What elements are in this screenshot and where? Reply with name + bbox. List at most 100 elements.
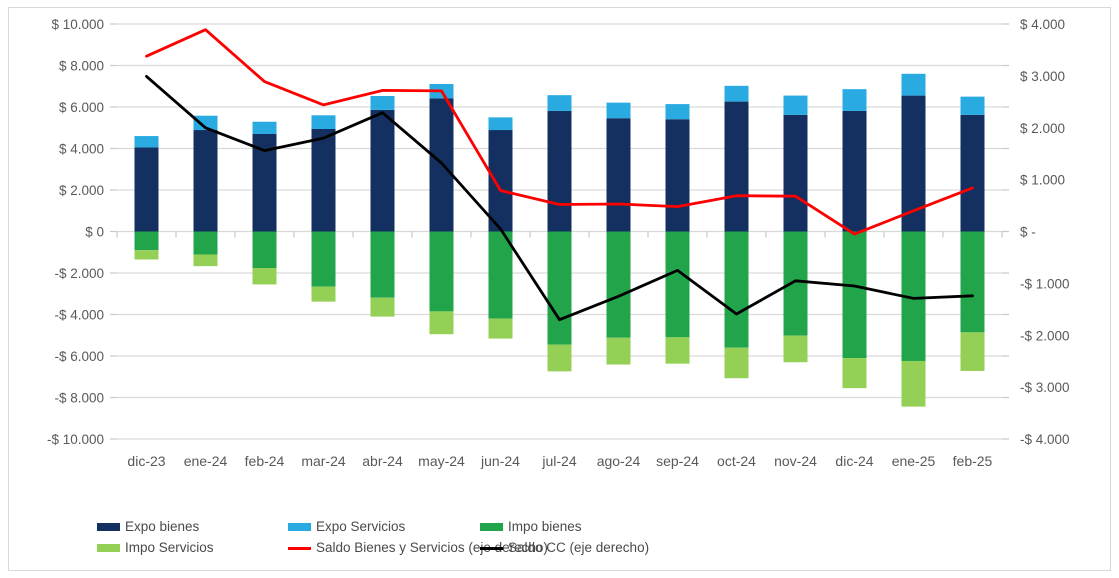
legend-label-impo-servicios: Impo Servicios xyxy=(125,540,214,555)
bar-segment-expo-bienes xyxy=(311,128,336,232)
bar-segment-expo-bienes xyxy=(842,110,867,232)
line-series-saldo-cc-eje-derecho xyxy=(145,75,974,322)
legend-label-expo-bienes: Expo bienes xyxy=(125,519,200,534)
bar-segment-impo-bienes xyxy=(783,231,808,336)
bar-segment-impo-bienes xyxy=(547,231,572,345)
bar-segment-expo-servicios xyxy=(193,115,218,131)
bar-segment-expo-bienes xyxy=(606,118,631,232)
bar-segment-impo-servicios xyxy=(193,254,218,267)
bar-segment-expo-servicios xyxy=(665,104,690,120)
bar-segment-expo-servicios xyxy=(547,95,572,111)
bar-segment-impo-servicios xyxy=(960,332,985,371)
bar-segment-expo-servicios xyxy=(960,96,985,115)
bar-segment-impo-servicios xyxy=(724,347,749,379)
legend-swatch-impo-bienes xyxy=(480,523,503,531)
bar-segment-impo-servicios xyxy=(842,358,867,389)
bar-segment-expo-servicios xyxy=(252,121,277,134)
right-axis-label: $ 2.000 xyxy=(1020,121,1065,136)
bar-segment-impo-servicios xyxy=(488,318,513,339)
bar-segment-expo-servicios xyxy=(842,89,867,111)
legend-item-impo-servicios: Impo Servicios xyxy=(97,541,214,555)
left-axis-label: $ 6.000 xyxy=(59,100,104,115)
x-axis-label-dic-23: dic-23 xyxy=(127,453,165,469)
bar-segment-expo-bienes xyxy=(783,114,808,232)
bar-segment-impo-servicios xyxy=(311,286,336,302)
x-axis-label-ene-25: ene-25 xyxy=(892,453,936,469)
x-axis-label-nov-24: nov-24 xyxy=(774,453,817,469)
x-axis-label-may-24: may-24 xyxy=(418,453,465,469)
bar-segment-expo-servicios xyxy=(901,73,926,96)
legend-label-saldo-bienes-servicios: Saldo Bienes y Servicios (eje derecho) xyxy=(316,540,548,555)
bar-segment-expo-servicios xyxy=(783,95,808,115)
bar-segment-expo-servicios xyxy=(134,136,159,148)
bar-segment-expo-servicios xyxy=(606,102,631,119)
bar-segment-impo-bienes xyxy=(488,231,513,319)
bar-segment-impo-bienes xyxy=(193,231,218,255)
bar-segment-impo-servicios xyxy=(370,297,395,317)
bar-segment-impo-bienes xyxy=(429,231,454,312)
legend-item-impo-bienes: Impo bienes xyxy=(480,520,582,534)
x-axis-label-jun-24: jun-24 xyxy=(480,453,520,469)
x-axis-label-ene-24: ene-24 xyxy=(184,453,228,469)
bar-segment-impo-bienes xyxy=(252,231,277,269)
x-axis-label-feb-24: feb-24 xyxy=(245,453,285,469)
right-axis-label: -$ 3.000 xyxy=(1020,380,1070,395)
legend-label-expo-servicios: Expo Servicios xyxy=(316,519,406,534)
bar-segment-impo-servicios xyxy=(783,335,808,363)
bar-segment-expo-bienes xyxy=(488,130,513,232)
x-axis-label-sep-24: sep-24 xyxy=(656,453,699,469)
right-axis-label: -$ 2.000 xyxy=(1020,328,1070,343)
bar-segment-impo-servicios xyxy=(665,337,690,364)
legend-item-expo-bienes: Expo bienes xyxy=(97,520,199,534)
left-axis-label: -$ 6.000 xyxy=(54,349,104,364)
legend-label-impo-bienes: Impo bienes xyxy=(508,519,582,534)
right-axis-label: $ 1.000 xyxy=(1020,173,1065,188)
bar-segment-impo-bienes xyxy=(960,231,985,333)
legend-line-marker-saldo-bienes-servicios xyxy=(288,546,311,550)
line-series-saldo-bienes-y-servicios-eje-derecho xyxy=(145,28,974,236)
bar-segment-impo-bienes xyxy=(311,231,336,287)
left-axis-label: -$ 2.000 xyxy=(54,266,104,281)
bar-segment-expo-bienes xyxy=(370,109,395,232)
bar-segment-expo-servicios xyxy=(311,115,336,129)
bar-segment-impo-servicios xyxy=(547,344,572,372)
x-axis-label-oct-24: oct-24 xyxy=(717,453,756,469)
right-axis-label: $ 4.000 xyxy=(1020,17,1065,32)
right-axis-label: -$ 1.000 xyxy=(1020,276,1070,291)
bar-segment-impo-bienes xyxy=(370,231,395,298)
legend-swatch-expo-bienes xyxy=(97,523,120,531)
left-axis-label: $ 2.000 xyxy=(59,183,104,198)
bar-segment-impo-servicios xyxy=(252,268,277,285)
legend-item-saldo-cc: Saldo CC (eje derecho) xyxy=(480,541,649,555)
bar-segment-expo-servicios xyxy=(370,96,395,110)
x-axis-label-feb-25: feb-25 xyxy=(953,453,993,469)
bar-segment-expo-bienes xyxy=(724,101,749,232)
left-axis-label: $ 8.000 xyxy=(59,59,104,74)
legend-swatch-expo-servicios xyxy=(288,523,311,531)
bar-segment-expo-bienes xyxy=(960,114,985,232)
legend-item-expo-servicios: Expo Servicios xyxy=(288,520,405,534)
bar-segment-impo-servicios xyxy=(901,360,926,407)
left-axis-label: -$ 8.000 xyxy=(54,391,104,406)
right-axis-label: $ - xyxy=(1020,225,1036,240)
bar-segment-impo-bienes xyxy=(606,231,631,338)
bar-segment-expo-servicios xyxy=(724,85,749,102)
legend-item-saldo-bienes-servicios: Saldo Bienes y Servicios (eje derecho) xyxy=(288,541,548,555)
left-axis-label: -$ 4.000 xyxy=(54,308,104,323)
left-axis-label: $ 4.000 xyxy=(59,142,104,157)
legend-line-marker-saldo-cc xyxy=(480,546,503,550)
left-axis-label: $ 0 xyxy=(85,225,104,240)
bar-segment-expo-bienes xyxy=(665,119,690,232)
bar-segment-impo-bienes xyxy=(665,231,690,338)
x-axis-label-abr-24: abr-24 xyxy=(362,453,403,469)
bar-segment-expo-servicios xyxy=(488,117,513,131)
bar-segment-expo-bienes xyxy=(134,147,159,232)
bar-segment-expo-bienes xyxy=(193,130,218,232)
left-axis-label: $ 10.000 xyxy=(51,17,104,32)
right-axis-label: -$ 4.000 xyxy=(1020,432,1070,447)
legend-label-saldo-cc: Saldo CC (eje derecho) xyxy=(508,540,650,555)
legend-swatch-impo-servicios xyxy=(97,544,120,552)
bar-segment-impo-bienes xyxy=(724,231,749,348)
bar-segment-impo-bienes xyxy=(842,231,867,359)
